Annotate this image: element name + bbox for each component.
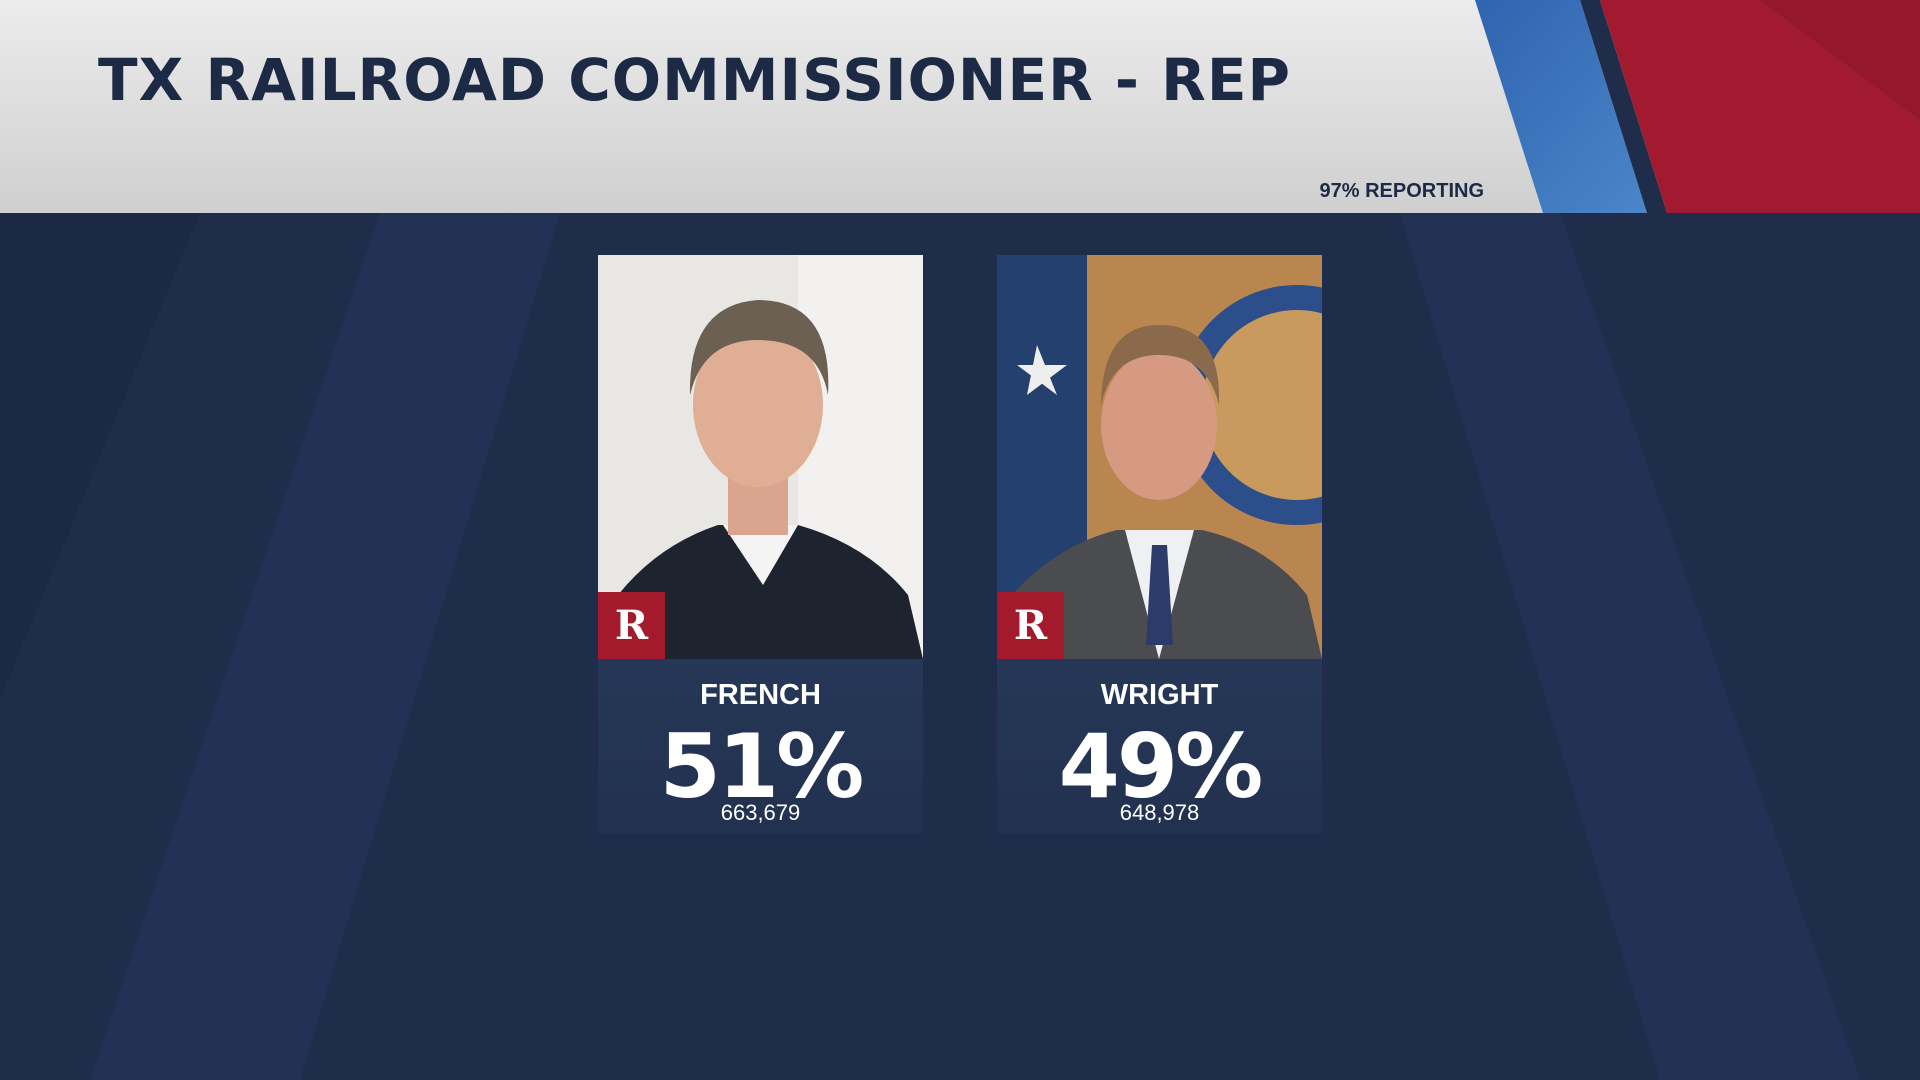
- candidate-name: WRIGHT: [1100, 679, 1219, 711]
- title: TX RAILROAD COMMISSIONER - REP: [98, 46, 1291, 114]
- vote-percent: 51%: [659, 715, 865, 818]
- candidate-name: FRENCH: [700, 679, 821, 711]
- photo-image: [997, 255, 1322, 659]
- candidate-card: R WRIGHT 49% 648,978: [997, 255, 1322, 833]
- candidate-photo: [598, 255, 923, 659]
- candidate-card: R FRENCH 51% 663,679: [598, 255, 923, 833]
- vote-count: 663,679: [720, 800, 801, 825]
- vote-count: 648,978: [1119, 800, 1200, 825]
- header-graphic: [0, 0, 1920, 213]
- photo-image: [598, 255, 923, 659]
- party-badge: R: [598, 592, 665, 659]
- vote-percent: 49%: [1058, 715, 1264, 818]
- reporting: 97% REPORTING: [1319, 180, 1484, 202]
- result-panel: WRIGHT 49% 648,978: [997, 659, 1322, 833]
- party-badge: R: [997, 592, 1064, 659]
- result-panel: FRENCH 51% 663,679: [598, 659, 923, 833]
- header: TX RAILROAD COMMISSIONER - REP 97% REPOR…: [0, 0, 1920, 213]
- candidate-photo: [997, 255, 1322, 659]
